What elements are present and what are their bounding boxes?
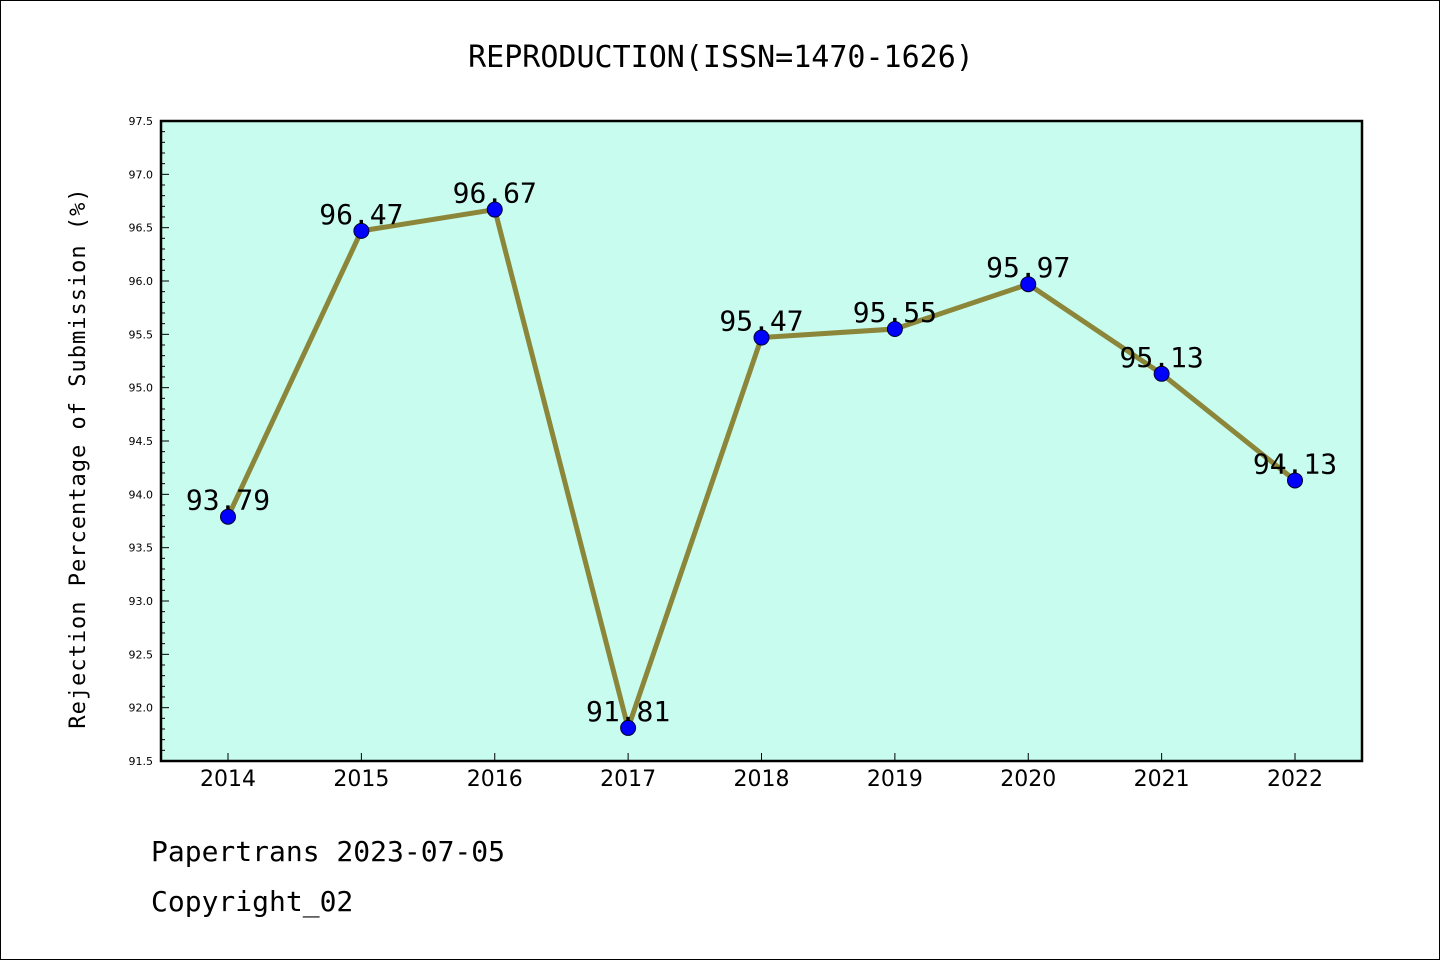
y-tick-label: 96.5 xyxy=(129,222,154,235)
data-label: 96.67 xyxy=(453,177,537,210)
y-tick-label: 92.5 xyxy=(129,648,154,661)
y-tick-label: 91.5 xyxy=(129,755,154,768)
data-label: 95.55 xyxy=(853,296,937,329)
x-tick-label: 2019 xyxy=(867,767,923,792)
data-point xyxy=(486,201,503,218)
source-note: Papertrans 2023-07-05 xyxy=(151,835,506,868)
y-axis-label: Rejection Percentage of Submission (%) xyxy=(66,187,91,728)
data-point xyxy=(1020,276,1037,293)
y-tick-label: 95.5 xyxy=(129,328,154,341)
y-tick-label: 97.0 xyxy=(129,168,154,181)
chart-title: REPRODUCTION(ISSN=1470-1626) xyxy=(468,40,974,75)
x-tick-label: 2020 xyxy=(1000,767,1056,792)
y-tick-label: 94.5 xyxy=(129,435,154,448)
x-tick-label: 2016 xyxy=(467,767,523,792)
y-tick-label: 96.0 xyxy=(129,275,154,288)
y-tick-label: 97.5 xyxy=(129,115,154,128)
y-tick-label: 95.0 xyxy=(129,382,154,395)
data-point xyxy=(1153,365,1170,382)
x-axis: 2014 2015 2016 2017 2018 2019 2020 2021 2022 xyxy=(200,753,1323,792)
data-label: 96.47 xyxy=(319,198,403,231)
x-tick-label: 2014 xyxy=(200,767,256,792)
x-tick-label: 2015 xyxy=(333,767,389,792)
y-axis: 91.5 92.0 92.5 93.0 93.5 94.0 94.5 95.0 95.5 96.0… xyxy=(129,115,169,768)
y-tick-label: 93.0 xyxy=(129,595,154,608)
x-tick-label: 2021 xyxy=(1134,767,1190,792)
data-point xyxy=(220,508,236,525)
data-label: 95.47 xyxy=(719,305,803,338)
data-point xyxy=(1287,472,1303,489)
data-label: 91.81 xyxy=(586,695,670,728)
y-tick-label: 92.0 xyxy=(129,702,154,715)
data-label: 93.79 xyxy=(186,484,270,517)
data-label: 95.13 xyxy=(1119,341,1203,374)
data-label: 94.13 xyxy=(1253,447,1337,480)
x-tick-label: 2017 xyxy=(600,767,656,792)
series-group: 93.79 96.47 96.67 91.81 95.47 95.55 95.97 95.13… xyxy=(186,177,1337,736)
data-point xyxy=(620,719,637,736)
data-point xyxy=(886,321,903,337)
y-tick-label: 94.0 xyxy=(129,488,154,501)
copyright-note: Copyright_02 xyxy=(151,885,354,918)
data-point xyxy=(753,329,770,346)
data-label: 95.97 xyxy=(986,251,1070,284)
x-tick-label: 2018 xyxy=(734,767,790,792)
y-tick-label: 93.5 xyxy=(129,542,154,555)
data-point xyxy=(353,222,370,239)
x-tick-label: 2022 xyxy=(1267,767,1323,792)
